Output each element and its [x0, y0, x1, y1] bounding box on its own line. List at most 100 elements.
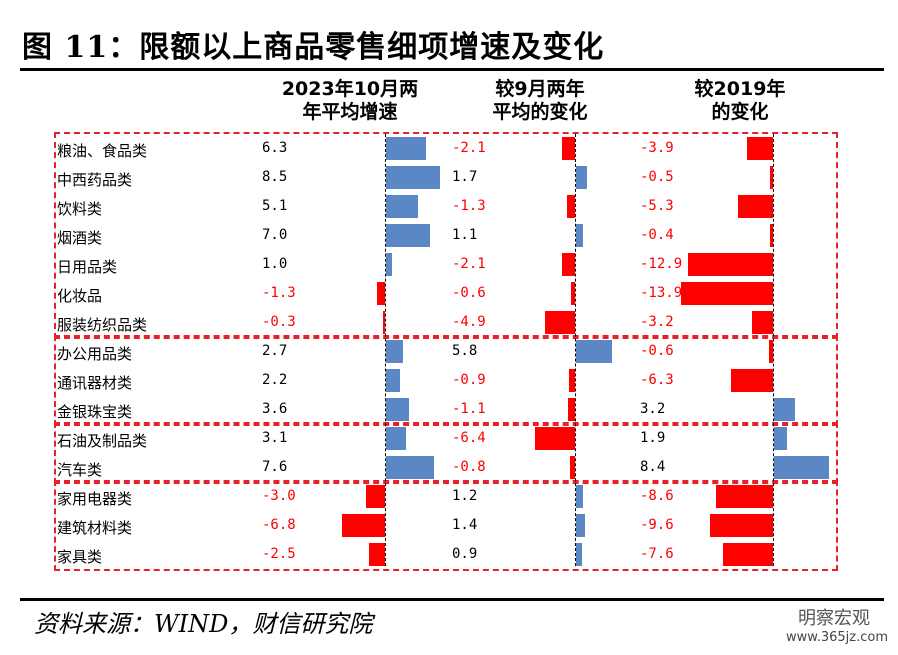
- category-label: 饮料类: [57, 200, 103, 218]
- bar: [747, 137, 773, 160]
- group-box: [54, 422, 838, 484]
- bar: [687, 253, 773, 276]
- zero-axis: [385, 134, 386, 566]
- data-label: -0.6: [640, 343, 674, 359]
- data-label: -1.3: [262, 285, 296, 301]
- data-label: -2.1: [452, 140, 486, 156]
- data-label: -6.8: [262, 517, 296, 533]
- bar: [383, 311, 385, 334]
- category-label: 日用品类: [57, 258, 118, 276]
- bar: [561, 253, 575, 276]
- category-label: 化妆品: [57, 287, 103, 305]
- data-label: 7.0: [262, 227, 288, 243]
- footer-rule: [20, 598, 884, 601]
- bar: [770, 224, 773, 247]
- bar: [386, 456, 435, 479]
- data-label: -0.4: [640, 227, 674, 243]
- data-label: 5.1: [262, 198, 288, 214]
- bar: [570, 456, 575, 479]
- bar: [769, 166, 773, 189]
- header-line: 较9月两年: [495, 78, 585, 100]
- data-label: 5.8: [452, 343, 478, 359]
- bar: [576, 340, 612, 363]
- bar: [386, 166, 440, 189]
- bar: [576, 166, 587, 189]
- data-label: 6.3: [262, 140, 288, 156]
- bar: [386, 195, 419, 218]
- category-label: 家具类: [57, 548, 103, 566]
- header-line: 平均的变化: [492, 101, 588, 123]
- bar: [544, 311, 575, 334]
- bar: [751, 311, 773, 334]
- data-label: -5.3: [640, 198, 674, 214]
- bar: [716, 485, 773, 508]
- header-line: 2023年10月两: [281, 78, 419, 100]
- category-label: 烟酒类: [57, 229, 103, 247]
- bar: [341, 514, 385, 537]
- category-label: 石油及制品类: [57, 432, 148, 450]
- bar: [576, 543, 582, 566]
- group-box: [54, 335, 838, 426]
- bar: [386, 224, 431, 247]
- category-label: 粮油、食品类: [57, 142, 148, 160]
- data-label: -7.6: [640, 546, 674, 562]
- bar: [731, 369, 773, 392]
- bar: [774, 456, 830, 479]
- data-label: 8.4: [640, 459, 666, 475]
- data-label: -9.6: [640, 517, 674, 533]
- bar: [576, 224, 583, 247]
- bar: [386, 369, 400, 392]
- data-label: 1.9: [640, 430, 666, 446]
- data-label: -0.6: [452, 285, 486, 301]
- data-label: 7.6: [262, 459, 288, 475]
- data-label: -1.1: [452, 401, 486, 417]
- watermark-site: www.365jz.com: [786, 630, 888, 645]
- bar: [386, 253, 393, 276]
- data-label: -4.9: [452, 314, 486, 330]
- bar: [738, 195, 773, 218]
- data-label: 3.2: [640, 401, 666, 417]
- source-note: 资料来源：WIND，财信研究院: [34, 610, 373, 638]
- data-label: -13.9: [640, 285, 683, 301]
- data-label: 3.1: [262, 430, 288, 446]
- header-line: 的变化: [711, 101, 769, 123]
- bar: [568, 398, 575, 421]
- group-box: [54, 480, 838, 571]
- bar: [774, 398, 796, 421]
- data-label: 1.2: [452, 488, 478, 504]
- category-label: 建筑材料类: [57, 519, 133, 537]
- data-label: -0.5: [640, 169, 674, 185]
- bar: [571, 282, 575, 305]
- bar: [769, 340, 773, 363]
- data-label: -1.3: [452, 198, 486, 214]
- data-label: -3.0: [262, 488, 296, 504]
- zero-axis: [773, 134, 774, 566]
- zero-axis: [575, 134, 576, 566]
- group-box: [54, 132, 838, 339]
- bar: [569, 369, 575, 392]
- data-label: -0.9: [452, 372, 486, 388]
- category-label: 中西药品类: [57, 171, 133, 189]
- data-label: -2.1: [452, 256, 486, 272]
- bar: [386, 137, 426, 160]
- data-label: 3.6: [262, 401, 288, 417]
- bar: [376, 282, 385, 305]
- data-label: -12.9: [640, 256, 683, 272]
- category-label: 通讯器材类: [57, 374, 133, 392]
- column-header-2: 较9月两年 平均的变化: [470, 78, 610, 124]
- data-label: -6.3: [640, 372, 674, 388]
- chart-title: 图 11：限额以上商品零售细项增速及变化: [22, 30, 605, 65]
- data-label: 1.1: [452, 227, 478, 243]
- category-label: 汽车类: [57, 461, 103, 479]
- data-label: -6.4: [452, 430, 486, 446]
- data-label: -3.2: [640, 314, 674, 330]
- bar: [386, 398, 409, 421]
- data-label: -3.9: [640, 140, 674, 156]
- data-label: -0.8: [452, 459, 486, 475]
- title-rule: [20, 68, 884, 71]
- watermark: 明察宏观: [798, 608, 870, 629]
- data-label: -8.6: [640, 488, 674, 504]
- data-label: -2.5: [262, 546, 296, 562]
- category-label: 服装纺织品类: [57, 316, 148, 334]
